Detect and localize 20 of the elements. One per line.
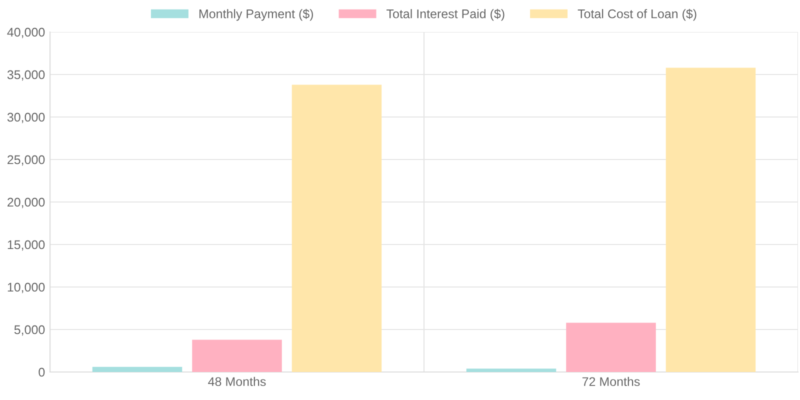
y-tick-label: 30,000 [7, 112, 45, 124]
y-tick-label: 10,000 [8, 282, 45, 294]
y-tick-label: 35,000 [7, 70, 45, 81]
bar [666, 68, 756, 372]
y-tick-label: 15,000 [8, 240, 45, 251]
bar [192, 340, 282, 372]
bar [566, 322, 656, 372]
bar [466, 368, 556, 372]
x-tick-label: 72 Months [582, 376, 640, 386]
y-tick-label: 25,000 [8, 155, 45, 166]
legend-label: Total Cost of Loan ($) [578, 8, 696, 21]
legend-label: Total Interest Paid ($) [386, 8, 504, 21]
bar [92, 366, 182, 372]
bar [292, 84, 382, 372]
x-tick-label: 48 Months [208, 376, 266, 386]
y-tick-label: 0 [38, 368, 45, 377]
legend-label: Monthly Payment ($) [199, 8, 313, 21]
y-tick-label: 5,000 [14, 325, 45, 336]
y-tick-label: 20,000 [8, 198, 45, 208]
y-tick-label: 40,000 [7, 28, 45, 38]
